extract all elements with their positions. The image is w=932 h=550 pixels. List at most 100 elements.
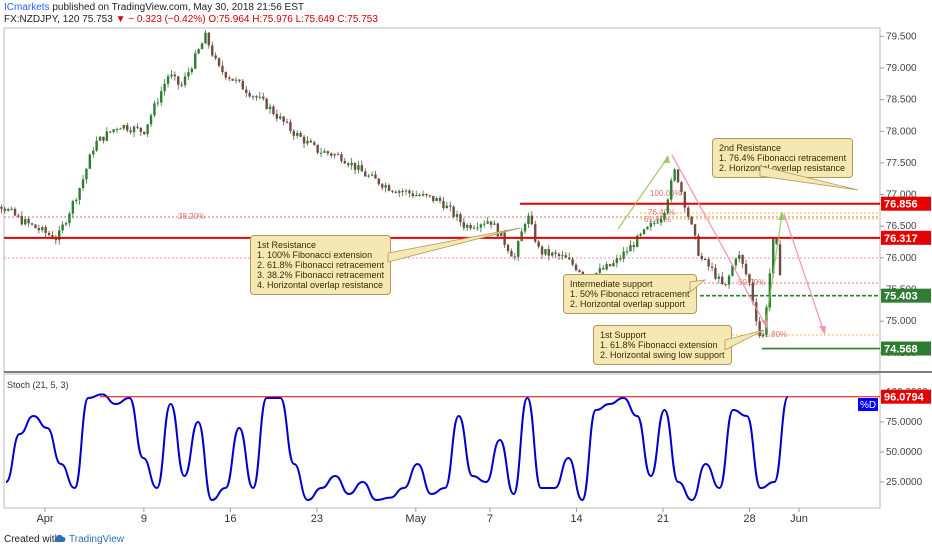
candle: [68, 211, 71, 227]
candle: [768, 268, 772, 312]
candle: [500, 232, 503, 237]
candle-body: [432, 195, 435, 201]
candle-body: [401, 191, 404, 193]
candle-body: [204, 32, 207, 44]
candle-body: [534, 224, 537, 242]
symbol-label[interactable]: FX:NZDJPY, 120: [4, 14, 80, 25]
candle-body: [112, 129, 115, 132]
candle: [673, 167, 676, 182]
candle: [622, 247, 625, 263]
candle: [10, 206, 13, 211]
candle: [489, 221, 493, 229]
candle-body: [683, 191, 687, 208]
candle: [367, 173, 370, 178]
candle-body: [629, 245, 632, 252]
fib-label: 38.20%: [178, 212, 205, 221]
price-axis[interactable]: 79.500 79.000 78.500 78.000 77.500 77.000 76.5…: [880, 31, 917, 359]
candle-body: [115, 128, 119, 130]
candle-body: [670, 180, 673, 200]
chart-canvas[interactable]: 79.500 79.000 78.500 78.000 77.500 77.000 76.5…: [0, 0, 932, 528]
time-tick-label: 16: [224, 513, 236, 525]
candle-body: [503, 232, 506, 245]
candle-body: [136, 126, 139, 128]
stoch-series: 96.0794: [5, 389, 931, 502]
candle-body: [187, 72, 190, 77]
candle: [153, 100, 156, 118]
candle-body: [394, 191, 398, 193]
candle: [683, 190, 687, 213]
published-header: ICmarkets published on TradingView.com, …: [4, 2, 304, 13]
candle: [724, 283, 727, 287]
candle-body: [513, 256, 517, 258]
candle-body: [166, 76, 170, 84]
candle: [574, 262, 578, 272]
candle: [653, 220, 656, 227]
last-price: 75.753: [82, 14, 113, 25]
candle-body: [568, 257, 571, 260]
candle: [279, 112, 282, 120]
candle: [564, 252, 568, 258]
candle-body: [95, 140, 98, 151]
fib-label: 50.00%: [738, 278, 765, 287]
candle-body: [37, 228, 41, 231]
candle-body: [367, 175, 370, 177]
candle-body: [350, 162, 353, 166]
candle: [462, 218, 466, 231]
candle: [241, 78, 245, 90]
candle-body: [326, 151, 330, 154]
price-tick-label: 76.500: [886, 221, 917, 232]
candle: [404, 188, 408, 196]
price-tick-label: 77.500: [886, 158, 917, 169]
candle: [734, 257, 738, 269]
candle: [398, 189, 401, 198]
candle: [778, 240, 782, 276]
candle-body: [228, 77, 231, 79]
time-tick-label: 7: [487, 513, 493, 525]
candle: [561, 251, 564, 260]
candle: [258, 91, 262, 100]
candle-body: [544, 249, 547, 255]
first-resistance-annotation: 1st Resistance 1. 100% Fibonacci extensi…: [250, 235, 392, 295]
candle: [557, 252, 561, 261]
candle: [608, 263, 612, 267]
candle-body: [64, 223, 68, 225]
candle: [704, 258, 707, 261]
down-arrow-icon: ▼: [115, 14, 126, 25]
fib-label: 100.00%: [650, 189, 682, 198]
candle: [527, 212, 530, 228]
candle-body: [126, 125, 129, 131]
candle-body: [404, 190, 408, 192]
candle-body: [772, 237, 775, 274]
tradingview-brand[interactable]: TradingView: [69, 534, 125, 545]
candle-body: [527, 215, 530, 225]
candle: [187, 67, 190, 81]
time-axis[interactable]: Apr 9 16 23 May 7 14 21 28 Jun: [36, 508, 808, 525]
candle: [707, 257, 710, 271]
candle-body: [415, 195, 418, 197]
candle-body: [313, 142, 316, 145]
candle-body: [649, 222, 653, 227]
publisher-link[interactable]: ICmarkets: [4, 2, 50, 13]
time-tick-label: 23: [311, 513, 323, 525]
stoch-value-label: 96.0794: [884, 392, 925, 404]
candle-body: [466, 224, 469, 228]
candle-body: [449, 205, 452, 207]
time-tick-label: Jun: [790, 513, 808, 525]
candle-body: [319, 152, 323, 154]
candle: [435, 196, 438, 202]
candle-body: [75, 199, 78, 202]
candle: [755, 298, 758, 326]
candle: [690, 215, 693, 226]
candle-body: [619, 258, 622, 260]
level-price-tag: [881, 288, 931, 303]
candle-body: [296, 132, 299, 136]
candle-body: [537, 241, 540, 247]
candle: [425, 193, 428, 198]
candle-body: [231, 78, 234, 81]
candle-body: [289, 121, 292, 131]
candle-body: [459, 214, 462, 223]
candle: [551, 251, 554, 258]
candle: [717, 273, 721, 284]
candle: [88, 153, 92, 169]
candle: [173, 71, 177, 81]
